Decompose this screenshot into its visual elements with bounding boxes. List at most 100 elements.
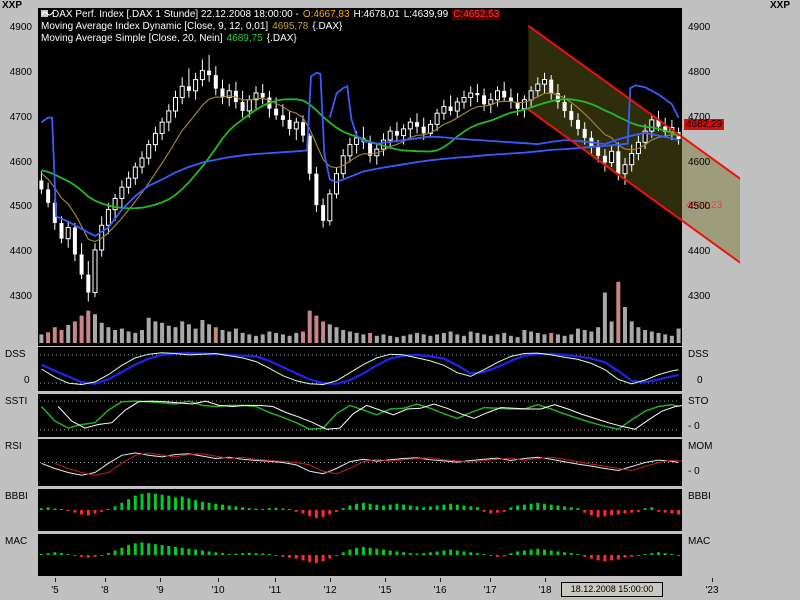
indicator-line <box>40 351 679 385</box>
x-axis-tick <box>218 578 219 582</box>
y-axis-label-left: 4900 <box>9 22 32 33</box>
panel-value-dss-right: 0 <box>697 375 703 386</box>
histogram-bar <box>415 506 419 510</box>
x-axis-label: '16 <box>433 585 447 596</box>
histogram-bar <box>335 555 338 556</box>
histogram-bar <box>221 504 224 510</box>
histogram-bar <box>636 510 640 512</box>
histogram-bar <box>93 510 97 514</box>
histogram-bar <box>435 551 439 555</box>
panel-label-mac-left: MAC <box>5 536 28 547</box>
histogram-bar <box>428 552 432 555</box>
histogram-bar <box>563 506 567 510</box>
x-axis-tick <box>275 578 276 582</box>
main-chart-canvas[interactable] <box>38 8 740 346</box>
ma1-value: 4695,78 <box>272 21 309 32</box>
histogram-bar <box>93 555 97 557</box>
histogram-bar <box>160 494 164 510</box>
panel-label-mom-right: MOM <box>688 441 713 452</box>
main-price-chart[interactable]: DAX Perf. Index [.DAX 1 Stunde] 22.12.20… <box>38 8 740 346</box>
panel-label-rsi-left: RSI <box>5 441 22 452</box>
histogram-bar <box>616 510 620 515</box>
histogram-bar <box>308 555 312 563</box>
open-value: O:4667,83 <box>302 9 350 20</box>
histogram-bar <box>113 550 117 555</box>
x-axis-label: '18 <box>538 585 552 596</box>
histogram-bar <box>133 543 137 555</box>
chart-legend: DAX Perf. Index [.DAX 1 Stunde] 22.12.20… <box>41 9 504 45</box>
y-axis-label-left: 4500 <box>9 201 32 213</box>
histogram-bar <box>267 508 271 510</box>
x-axis-label: '12 <box>323 585 337 596</box>
ma-wave-icon <box>41 11 54 16</box>
histogram-bar <box>428 506 432 510</box>
histogram-bar <box>569 553 573 555</box>
ma-dynamic-line <box>41 92 679 243</box>
x-axis-label: '8 <box>101 585 109 596</box>
histogram-bar <box>100 510 104 512</box>
histogram-bar <box>596 555 600 561</box>
histogram-bar <box>73 510 77 513</box>
histogram-bar <box>603 510 607 517</box>
histogram-bar <box>462 551 466 555</box>
histogram-bar <box>529 549 533 555</box>
histogram-bar <box>502 555 506 557</box>
histogram-bar <box>341 508 345 510</box>
close-value: C:4652,53 <box>452 9 501 20</box>
histogram-bar <box>174 546 177 555</box>
x-axis-label: '11 <box>268 585 282 596</box>
indicator-line <box>54 452 682 476</box>
histogram-bar <box>234 553 238 555</box>
histogram-bar <box>227 554 231 555</box>
cursor-date-box[interactable]: 18.12.2008 15:00:00 <box>561 582 663 597</box>
histogram-bar <box>46 507 50 510</box>
histogram-bar <box>589 510 593 516</box>
histogram-bar <box>267 554 271 555</box>
histogram-bar <box>657 510 660 512</box>
y-axis-label-left: 4300 <box>9 291 32 302</box>
histogram-bar <box>254 553 258 555</box>
histogram-bar <box>663 510 667 513</box>
histogram-bar <box>127 545 131 555</box>
histogram-bar <box>677 510 681 515</box>
panel-label-mac-right: MAC <box>688 536 711 547</box>
y-axis-label-left: 4600 <box>9 156 32 168</box>
x-axis-label: '5 <box>51 585 59 596</box>
series-marker-icon <box>41 10 48 17</box>
histogram-bar <box>147 492 151 510</box>
panel-label-ssti-left: SSTI <box>5 396 28 407</box>
indicator-panel-momentum[interactable] <box>38 439 682 486</box>
trend-channel-fill <box>528 25 740 263</box>
panel-label-dss-left: DSS <box>5 349 26 360</box>
histogram-bar <box>100 555 104 556</box>
histogram-bar <box>435 505 439 510</box>
histogram-bar <box>482 554 486 555</box>
indicator-panel-stochastic[interactable] <box>38 394 682 437</box>
histogram-bar <box>80 510 84 515</box>
corner-label-left: XXP <box>2 0 23 11</box>
histogram-bar <box>106 509 110 510</box>
histogram-bar <box>489 510 493 514</box>
histogram-bar <box>630 555 634 557</box>
histogram-bar <box>187 548 191 555</box>
histogram-bar <box>657 552 660 555</box>
indicator-panel-macd[interactable] <box>38 534 682 576</box>
histogram-bar <box>382 549 385 555</box>
histogram-bar <box>86 510 90 516</box>
ma1-suffix: {.DAX} <box>312 21 343 32</box>
histogram-bar <box>522 550 526 555</box>
histogram-bar <box>133 495 137 510</box>
histogram-bar <box>549 550 553 555</box>
indicator-panel-dss[interactable] <box>38 347 682 391</box>
indicator-panel-bbbi[interactable] <box>38 489 682 531</box>
low-value: L:4639,99 <box>403 9 449 20</box>
ma2-suffix: {.DAX} <box>266 33 297 44</box>
histogram-bar <box>53 508 57 510</box>
histogram-bar <box>328 510 332 515</box>
histogram-bar <box>543 503 546 510</box>
histogram-bar <box>576 554 580 555</box>
histogram-bar <box>247 552 251 555</box>
histogram-bar <box>160 545 164 555</box>
histogram-bar <box>408 505 412 510</box>
x-axis-tick <box>105 578 106 582</box>
